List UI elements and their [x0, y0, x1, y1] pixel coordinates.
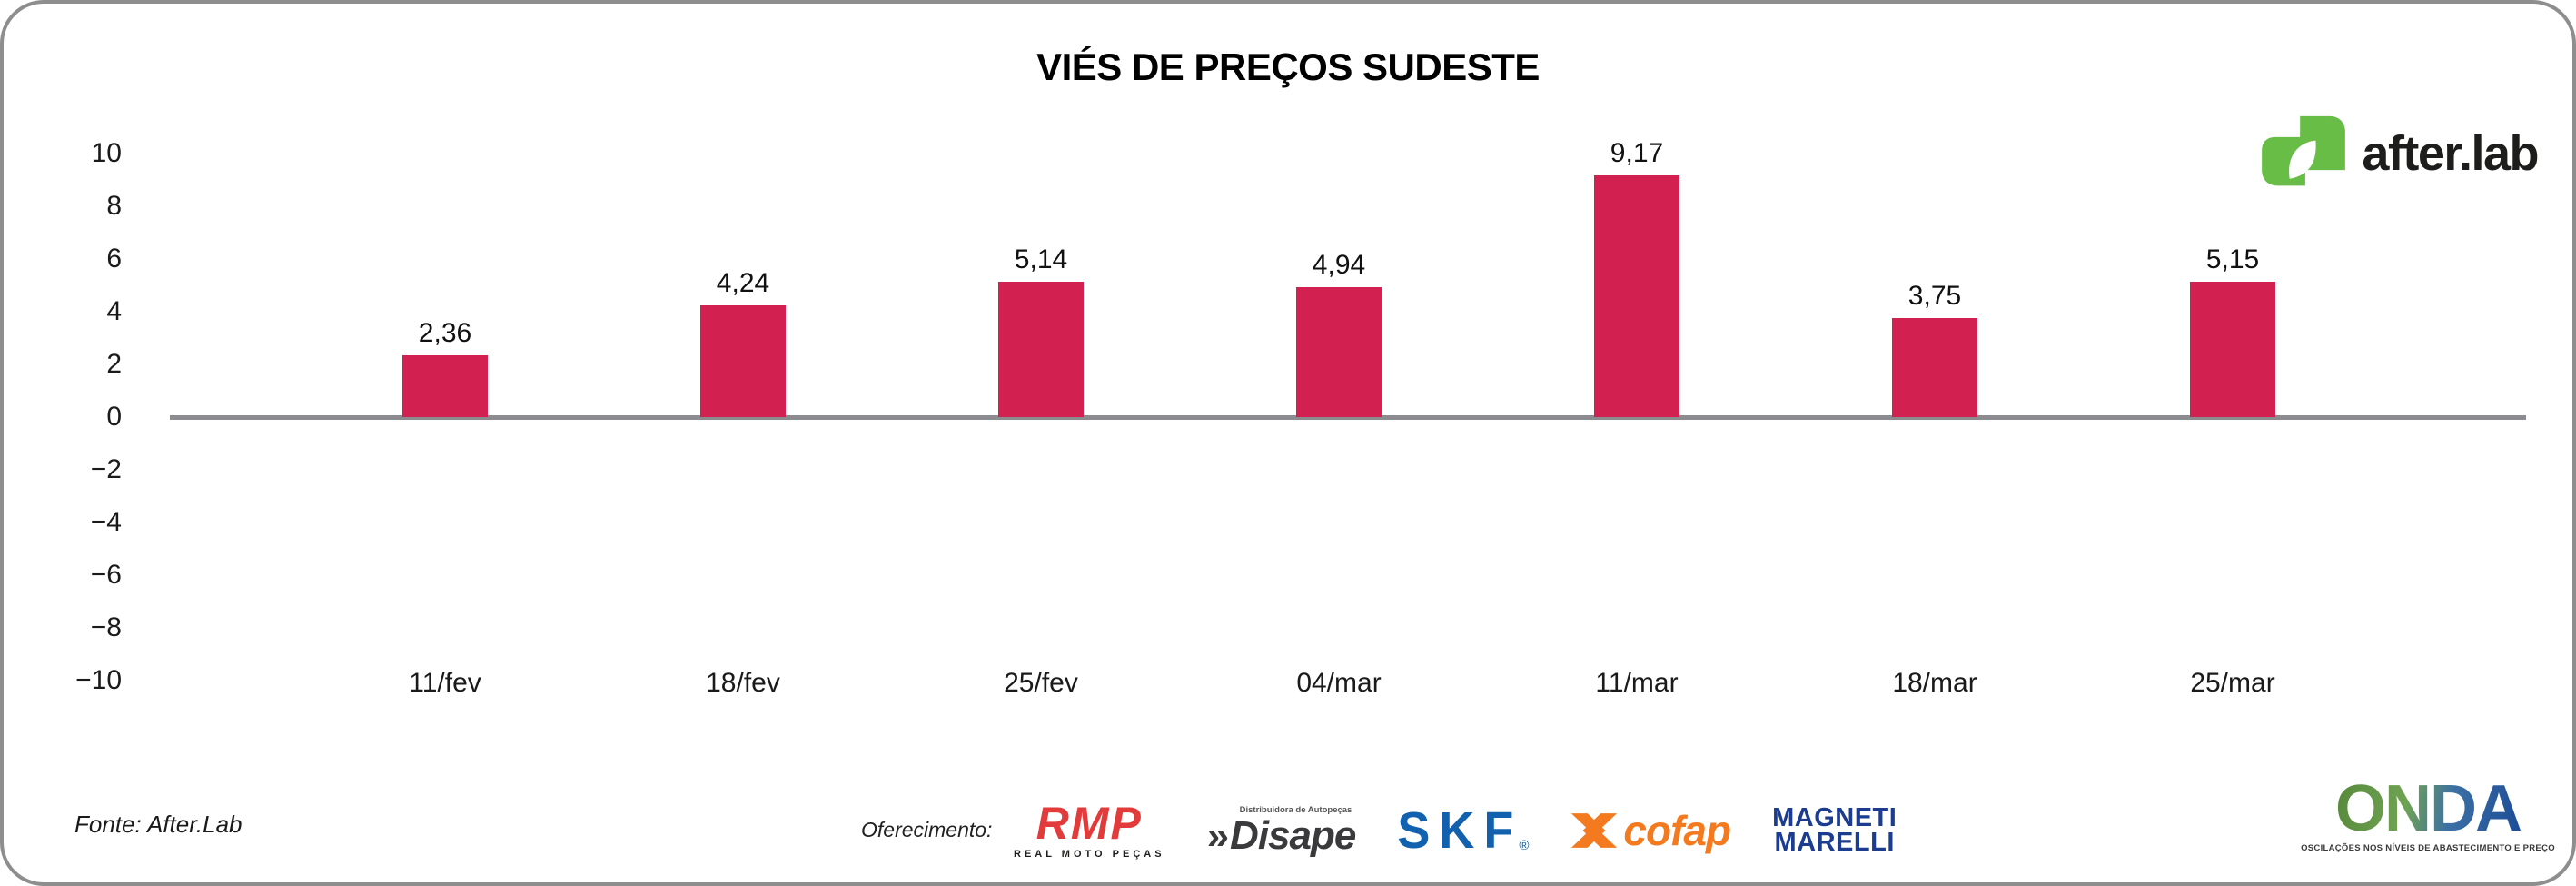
bar-value-label: 3,75	[1907, 281, 1962, 311]
disape-chevrons-icon: »	[1206, 812, 1230, 858]
x-axis-tick-label: 04/mar	[1296, 668, 1382, 698]
skf-logo: SKF ®	[1397, 801, 1530, 860]
magneti-line: MAGNETI	[1772, 803, 1897, 832]
y-axis-tick-label: 4	[106, 296, 122, 326]
y-axis-tick-label: −6	[90, 560, 122, 590]
x-axis-tick-label: 11/fev	[409, 668, 481, 698]
disape-wordmark: »Disape	[1206, 812, 1357, 858]
magneti-marelli-logo: MAGNETI MARELLI	[1772, 803, 1897, 857]
onda-tagline: OSCILAÇÕES NOS NÍVEIS DE ABASTECIMENTO E…	[2301, 843, 2555, 853]
x-axis-tick-label: 18/fev	[706, 668, 780, 698]
disape-subtext: Distribuidora de Autopeças	[1239, 804, 1352, 815]
sponsor-label: Oferecimento:	[861, 818, 993, 841]
rmp-logo: RMP REAL MOTO PEÇAS	[1014, 801, 1165, 860]
afterlab-leaf-icon	[2260, 114, 2347, 193]
source-note: Fonte: After.Lab	[74, 811, 243, 838]
chart-title: VIÉS DE PREÇOS SUDESTE	[1036, 45, 1540, 88]
bar-chart: 10 8 6 4 2 0 −2 −4 −6 −8 −10 2,36 11/fev 4,24 18/fev 5,…	[4, 4, 2572, 882]
y-axis-tick-label: −10	[75, 665, 122, 695]
onda-logo: ONDA OSCILAÇÕES NOS NÍVEIS DE ABASTECIME…	[2301, 772, 2555, 853]
y-axis-tick-label: −8	[90, 612, 122, 642]
x-axis-tick-label: 25/fev	[1004, 668, 1078, 698]
y-axis-tick-label: −2	[90, 454, 122, 484]
bar-value-label: 4,94	[1312, 250, 1366, 280]
cofap-logo: cofap	[1570, 807, 1731, 854]
bar-value-label: 2,36	[418, 318, 472, 348]
bar-value-label: 4,24	[716, 268, 770, 298]
bar-value-label: 5,14	[1014, 244, 1068, 274]
bar	[998, 282, 1084, 417]
bar-value-label: 9,17	[1610, 138, 1664, 168]
bar	[700, 305, 786, 417]
y-axis-tick-label: 0	[106, 402, 122, 432]
cofap-wordmark: cofap	[1623, 807, 1731, 854]
x-axis-zero-line	[170, 415, 2526, 420]
x-axis-tick-label: 18/mar	[1892, 668, 1977, 698]
y-axis-tick-label: −4	[90, 507, 122, 537]
y-axis-tick-label: 10	[91, 138, 122, 168]
x-axis-tick-label: 11/mar	[1595, 668, 1679, 698]
bar	[1296, 287, 1382, 417]
y-axis-tick-label: 2	[106, 349, 122, 379]
onda-wordmark: ONDA	[2335, 772, 2522, 845]
afterlab-leaf-cutout	[2289, 140, 2317, 179]
cofap-x-icon	[1570, 810, 1618, 851]
x-axis-tick-label: 25/mar	[2190, 668, 2275, 698]
sponsor-logos-row: RMP REAL MOTO PEÇAS Distribuidora de Aut…	[1014, 781, 1897, 880]
afterlab-wordmark: after.lab	[2362, 126, 2539, 181]
disape-logo: Distribuidora de Autopeças »Disape	[1206, 804, 1357, 858]
marelli-line: MARELLI	[1774, 828, 1895, 857]
skf-registered-mark: ®	[1519, 838, 1530, 853]
bar	[1892, 318, 1977, 417]
disape-text: Disape	[1230, 812, 1356, 858]
bar	[402, 355, 488, 417]
y-axis-tick-label: 6	[106, 244, 122, 274]
rmp-wordmark: RMP	[1035, 798, 1143, 849]
afterlab-logo: after.lab	[2260, 114, 2539, 193]
y-axis-tick-label: 8	[106, 191, 122, 221]
rmp-subtext: REAL MOTO PEÇAS	[1014, 849, 1165, 860]
skf-wordmark: SKF	[1397, 801, 1523, 860]
bar	[1594, 175, 1679, 417]
bar	[2190, 282, 2275, 417]
bar-value-label: 5,15	[2205, 244, 2260, 274]
